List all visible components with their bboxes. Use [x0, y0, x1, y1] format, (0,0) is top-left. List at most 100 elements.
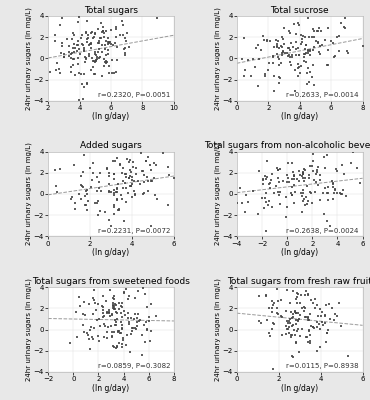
Point	[286, 318, 292, 324]
Point	[305, 339, 310, 345]
Point	[324, 152, 330, 158]
Point	[119, 314, 125, 320]
Point	[289, 176, 295, 182]
Point	[145, 178, 151, 184]
Point	[325, 62, 331, 68]
Point	[304, 201, 310, 208]
Point	[287, 54, 293, 60]
Point	[130, 159, 136, 165]
Point	[166, 172, 172, 178]
Point	[105, 309, 111, 315]
Point	[126, 175, 132, 181]
Point	[86, 42, 92, 48]
Point	[275, 298, 281, 304]
Point	[303, 183, 309, 189]
Point	[128, 167, 134, 173]
Title: Total sucrose: Total sucrose	[270, 6, 329, 14]
Point	[81, 71, 87, 77]
Point	[90, 58, 95, 64]
Point	[295, 61, 300, 68]
Point	[332, 187, 338, 193]
Point	[339, 162, 345, 168]
Point	[117, 161, 123, 167]
Point	[309, 74, 315, 80]
Point	[323, 302, 329, 308]
Point	[102, 51, 108, 58]
Point	[318, 28, 324, 34]
Point	[95, 48, 101, 55]
Point	[266, 305, 272, 311]
Point	[305, 14, 311, 21]
Point	[107, 286, 112, 293]
Point	[322, 185, 328, 192]
Point	[297, 172, 303, 178]
Point	[116, 207, 122, 213]
Point	[105, 324, 111, 330]
Point	[77, 302, 83, 309]
Point	[266, 180, 272, 187]
Point	[121, 308, 127, 314]
Point	[256, 168, 262, 174]
Point	[280, 48, 286, 54]
Point	[239, 200, 245, 206]
Point	[314, 28, 320, 34]
Point	[296, 22, 302, 28]
X-axis label: (ln g/day): (ln g/day)	[281, 248, 318, 257]
Point	[115, 329, 121, 335]
Point	[92, 31, 98, 38]
Point	[144, 304, 150, 310]
Point	[70, 62, 76, 68]
Point	[287, 309, 293, 315]
Point	[289, 332, 295, 338]
Point	[332, 53, 338, 60]
Point	[106, 307, 112, 313]
Point	[262, 195, 268, 201]
Point	[326, 327, 332, 333]
Point	[128, 315, 134, 321]
Point	[112, 306, 118, 312]
Point	[292, 308, 297, 314]
Point	[83, 56, 89, 62]
Point	[280, 36, 286, 42]
Point	[301, 196, 307, 202]
Point	[114, 186, 120, 192]
Point	[354, 164, 360, 171]
Point	[310, 26, 316, 33]
Point	[274, 165, 280, 171]
Point	[303, 288, 309, 294]
Point	[308, 190, 314, 196]
Point	[275, 50, 280, 57]
Point	[274, 305, 280, 312]
Point	[105, 58, 111, 65]
Point	[79, 41, 85, 48]
Point	[100, 24, 106, 30]
Point	[84, 81, 90, 87]
Point	[130, 325, 136, 331]
Point	[287, 300, 293, 306]
Point	[276, 74, 282, 80]
Point	[83, 54, 88, 60]
Point	[296, 316, 302, 322]
Point	[287, 316, 293, 322]
Point	[325, 46, 331, 53]
Point	[111, 171, 117, 177]
Point	[106, 188, 112, 194]
Point	[85, 32, 91, 38]
Point	[146, 314, 152, 320]
Point	[144, 174, 150, 180]
Point	[313, 37, 319, 44]
Point	[278, 200, 283, 207]
Point	[100, 27, 106, 34]
Point	[74, 334, 80, 340]
Point	[260, 177, 266, 184]
Point	[119, 325, 125, 332]
Point	[128, 169, 134, 176]
Point	[68, 68, 74, 75]
Point	[292, 67, 298, 73]
Point	[290, 322, 296, 328]
Point	[312, 28, 317, 34]
Point	[270, 302, 276, 308]
Point	[153, 313, 159, 320]
Point	[123, 171, 129, 177]
Point	[124, 156, 130, 162]
